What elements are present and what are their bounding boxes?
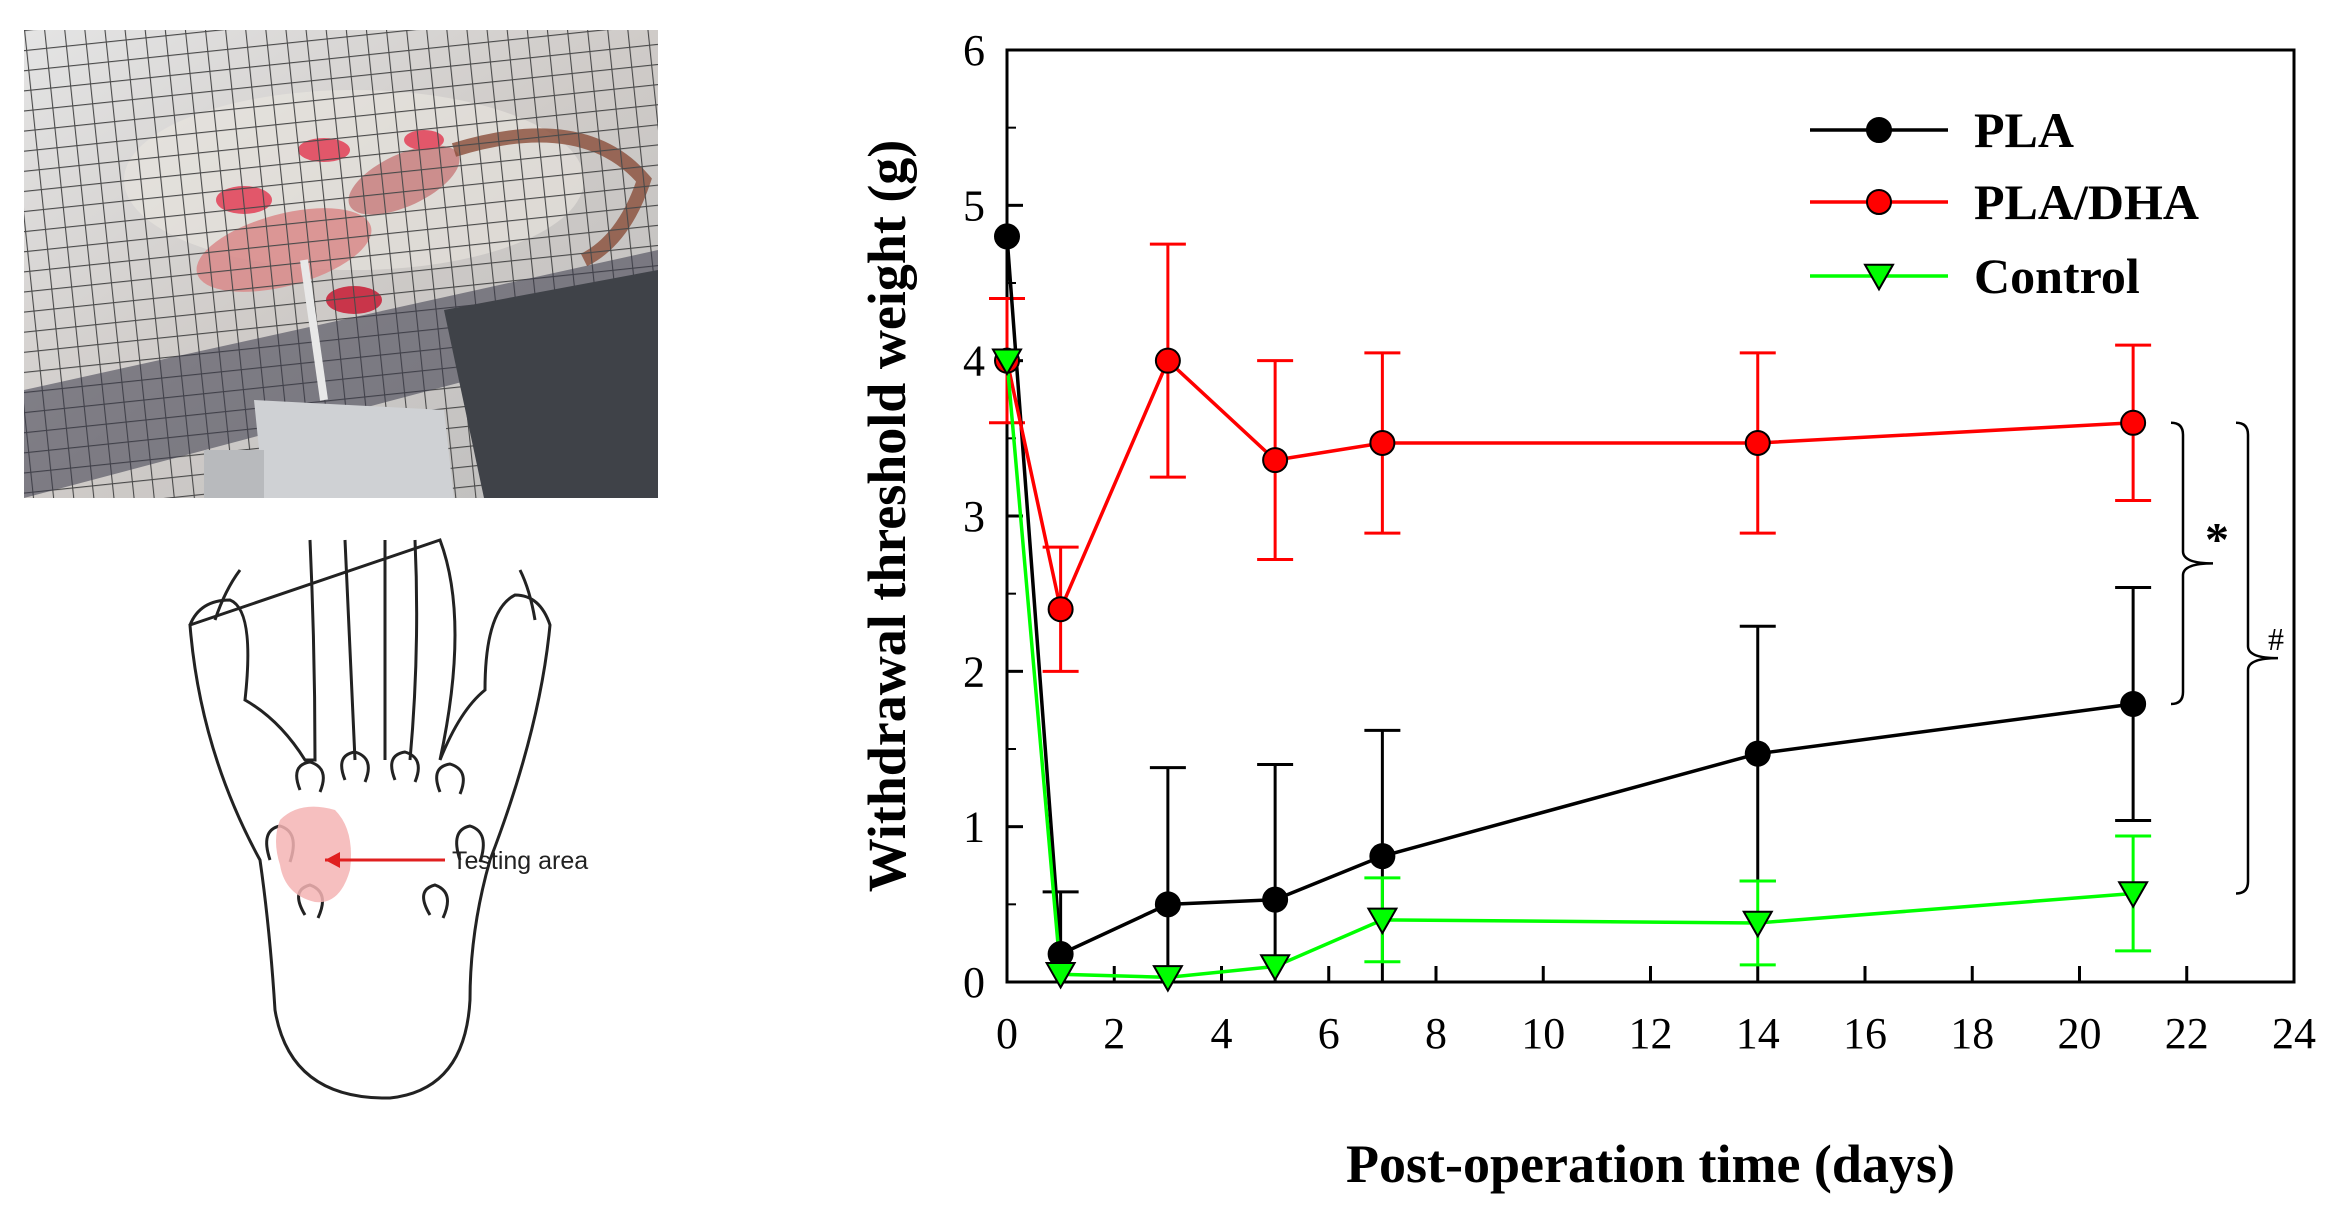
legend-marker-pla	[1866, 117, 1892, 143]
testing-area-label: Testing area	[452, 847, 588, 875]
x-tick-label: 24	[2272, 1009, 2316, 1058]
pla-point	[1369, 843, 1396, 870]
legend-label-pla-dha: PLA/DHA	[1974, 174, 2199, 230]
pla-point	[2120, 690, 2147, 717]
pla-point	[1744, 740, 1771, 767]
paw-outline	[188, 538, 552, 1100]
legend-item-pla: PLA	[1810, 102, 2074, 158]
series	[991, 223, 2149, 993]
control-point	[2117, 881, 2149, 909]
filament-holder	[254, 400, 454, 498]
pla-dha-point	[2120, 409, 2147, 436]
x-tick-label: 8	[1425, 1009, 1447, 1058]
x-tick-label: 20	[2058, 1009, 2102, 1058]
y-tick-label: 5	[963, 181, 985, 230]
significance-brackets: *#	[2170, 421, 2284, 895]
pla-dha-error-bar	[1739, 351, 1776, 535]
pla-error-bar	[1739, 624, 1776, 883]
control-error-bar	[2115, 834, 2152, 953]
pla-dha-error-bar	[1257, 359, 1294, 561]
x-tick-label: 16	[1843, 1009, 1887, 1058]
pla-dha-point	[1262, 447, 1289, 474]
y-tick-label: 3	[963, 492, 985, 541]
pla-dha-line	[1005, 357, 2134, 615]
x-tick-label: 18	[1950, 1009, 1994, 1058]
x-tick-label: 6	[1318, 1009, 1340, 1058]
control-point	[1366, 907, 1399, 936]
pla-error-bar	[1364, 728, 1401, 984]
control-point	[1742, 910, 1774, 939]
error-bars	[989, 242, 2152, 984]
x-tick-label: 4	[1211, 1009, 1233, 1058]
pla-error-bar	[1042, 890, 1079, 984]
control-point	[1152, 965, 1184, 993]
pla-dha-error-bar	[1042, 545, 1079, 673]
pla-dha-point	[1744, 429, 1771, 456]
pla-dha-point	[1154, 347, 1181, 374]
pla-error-bar	[1257, 763, 1294, 984]
x-tick-label: 10	[1521, 1009, 1565, 1058]
legend-marker-control	[1863, 263, 1895, 292]
control-point	[991, 348, 1023, 376]
pla-line	[1005, 236, 2134, 957]
pla-point	[1154, 891, 1181, 918]
y-tick-label: 1	[963, 803, 985, 852]
legend-item-pla-dha: PLA/DHA	[1810, 174, 2199, 230]
pla-dha-error-bar	[1149, 242, 1186, 479]
x-tick-label: 22	[2165, 1009, 2209, 1058]
control-error-bar	[1739, 879, 1776, 967]
pla-dha-error-bar	[1364, 351, 1401, 535]
legend: PLA PLA/DHA Control	[1810, 102, 2199, 304]
pla-error-bar	[2115, 585, 2152, 822]
pla-dha-error-bar	[989, 297, 1025, 425]
legend-label-control: Control	[1974, 248, 2140, 304]
pla-dha-error-bar	[2115, 343, 2152, 502]
experiment-photo	[24, 30, 658, 498]
pla-dha-point	[994, 347, 1020, 374]
x-tick-label: 12	[1629, 1009, 1673, 1058]
pla-point	[1262, 886, 1289, 913]
y-tick-label: 2	[963, 647, 985, 696]
pla-error-bar	[1149, 766, 1186, 984]
control-error-bar	[1364, 876, 1401, 964]
bracket-pla-dha-vs-control	[2235, 421, 2279, 895]
control-point	[1044, 962, 1077, 990]
y-tick-label: 4	[963, 337, 985, 386]
significance-hash: #	[2268, 621, 2284, 657]
legend-item-control: Control	[1810, 248, 2140, 304]
pla-dha-point	[1369, 429, 1396, 456]
x-axis-title: Post-operation time (days)	[1346, 1134, 1955, 1194]
x-tick-label: 2	[1103, 1009, 1125, 1058]
x-tick-label: 0	[996, 1009, 1018, 1058]
y-tick-label: 0	[963, 958, 985, 1007]
paw-diagram: Testing area	[188, 538, 588, 1100]
von-frey-filament	[300, 259, 328, 401]
bracket-pla-dha-vs-pla	[2170, 421, 2214, 706]
y-axis-title: Withdrawal threshold weight (g)	[857, 140, 917, 893]
plot-frame	[1005, 48, 2296, 984]
testing-area	[276, 806, 351, 903]
y-tick-label: 6	[963, 26, 985, 75]
pla-point	[994, 223, 1020, 250]
significance-star: *	[2205, 513, 2229, 566]
pla-point	[1047, 941, 1074, 968]
control-line	[1005, 360, 2134, 980]
legend-marker-pla-dha	[1866, 189, 1892, 215]
control-point	[1259, 954, 1291, 982]
pla-dha-point	[1047, 596, 1074, 623]
x-tick-label: 14	[1736, 1009, 1780, 1058]
legend-label-pla: PLA	[1974, 102, 2074, 158]
